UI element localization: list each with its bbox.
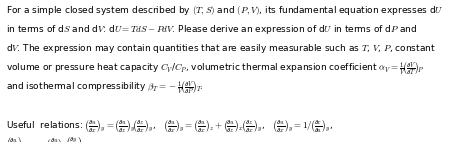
Text: For a simple closed system described by $(T, S)$ and $(P, V)$, its fundamental e: For a simple closed system described by …	[6, 4, 444, 17]
Text: d$V$. The expression may contain quantities that are easily measurable such as $: d$V$. The expression may contain quantit…	[6, 42, 436, 55]
Text: volume or pressure heat capacity $C_V$/$C_P$, volumetric thermal expansion coeff: volume or pressure heat capacity $C_V$/$…	[6, 61, 424, 77]
Text: Useful  relations: $\left(\frac{\partial u}{\partial x}\right)_{y} = \left(\frac: Useful relations: $\left(\frac{\partial …	[6, 118, 333, 134]
Text: in terms of d$S$ and d$V$: d$U = TdS - PdV$. Please derive an expression of d$U$: in terms of d$S$ and d$V$: d$U = TdS - P…	[6, 23, 417, 36]
Text: $\left(\frac{\partial u}{\partial x}\right)_{y} = -\left(\frac{\partial u}{\part: $\left(\frac{\partial u}{\partial x}\rig…	[6, 136, 87, 142]
Text: and isothermal compressibility $\beta_T = -\frac{1}{V}\!\left(\frac{\partial V}{: and isothermal compressibility $\beta_T …	[6, 80, 202, 96]
